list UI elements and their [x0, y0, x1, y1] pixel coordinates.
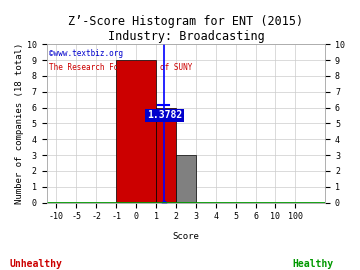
X-axis label: Score: Score: [172, 232, 199, 241]
Bar: [156, 107, 176, 203]
Bar: [116, 60, 156, 203]
Text: Healthy: Healthy: [293, 259, 334, 269]
Bar: [176, 155, 196, 203]
Text: The Research Foundation of SUNY: The Research Foundation of SUNY: [49, 63, 193, 72]
Title: Z’-Score Histogram for ENT (2015)
Industry: Broadcasting: Z’-Score Histogram for ENT (2015) Indust…: [68, 15, 303, 43]
Text: 1.3782: 1.3782: [147, 110, 182, 120]
Text: Unhealthy: Unhealthy: [10, 259, 62, 269]
Text: ©www.textbiz.org: ©www.textbiz.org: [49, 49, 123, 58]
Y-axis label: Number of companies (18 total): Number of companies (18 total): [15, 43, 24, 204]
